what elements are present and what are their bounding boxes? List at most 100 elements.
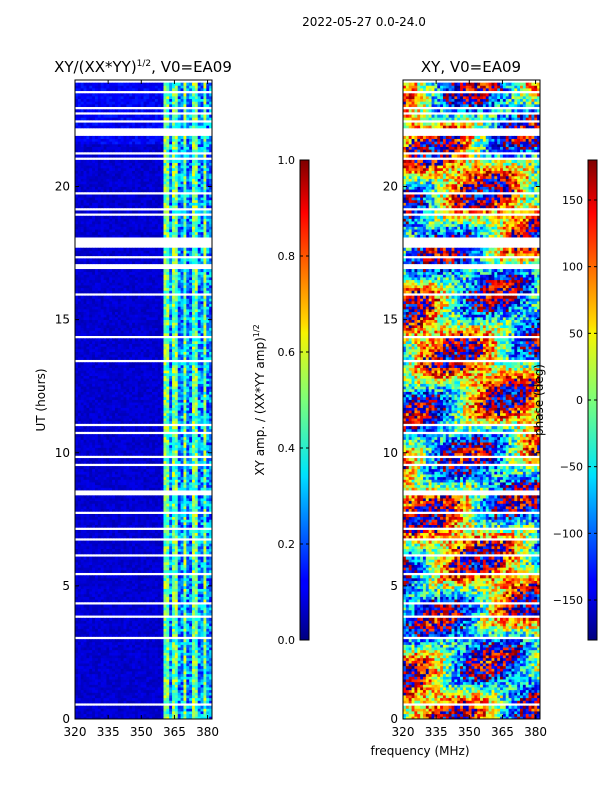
left-heatmap-cell <box>197 503 201 507</box>
left-heatmap-cell <box>160 631 164 635</box>
left-heatmap-cell <box>189 460 193 464</box>
left-heatmap-cell <box>123 660 127 664</box>
left-heatmap-cell <box>146 681 150 685</box>
left-heatmap-cell <box>137 519 142 523</box>
left-heatmap-cell <box>89 442 93 446</box>
left-heatmap-cell <box>75 460 79 464</box>
left-heatmap-cell <box>143 583 147 587</box>
left-heatmap-cell <box>183 684 187 688</box>
left-heatmap-cell <box>94 428 99 432</box>
left-heatmap-cell <box>180 668 184 672</box>
left-heatmap-cell <box>180 561 184 565</box>
left-heatmap-cell <box>97 655 102 659</box>
left-heatmap-cell <box>100 700 104 704</box>
left-heatmap-cell <box>89 410 93 414</box>
left-heatmap-cell <box>132 506 136 510</box>
left-heatmap-cell <box>143 569 147 573</box>
left-heatmap-cell <box>140 575 144 579</box>
left-heatmap-cell <box>157 426 162 430</box>
left-heatmap-cell <box>192 673 196 677</box>
left-heatmap-cell <box>149 673 153 677</box>
left-heatmap-cell <box>183 506 187 510</box>
left-heatmap-cell <box>146 647 150 651</box>
left-heatmap-cell <box>143 543 147 547</box>
left-heatmap-cell <box>80 540 84 544</box>
left-heatmap-cell <box>194 519 199 523</box>
left-heatmap-cell <box>94 585 99 589</box>
left-heatmap-cell <box>109 567 113 571</box>
left-heatmap-cell <box>152 593 156 597</box>
left-heatmap-cell <box>112 556 116 560</box>
left-heatmap-cell <box>106 652 110 656</box>
left-heatmap-cell <box>186 599 190 603</box>
left-heatmap-cell <box>80 663 84 667</box>
left-heatmap-cell <box>163 450 167 454</box>
left-heatmap-cell <box>180 521 184 526</box>
left-heatmap-cell <box>146 684 150 688</box>
left-heatmap-cell <box>126 407 130 411</box>
left-heatmap-cell <box>120 569 124 573</box>
left-heatmap-cell <box>140 479 144 483</box>
left-heatmap-cell <box>75 506 79 510</box>
left-heatmap-cell <box>77 559 82 563</box>
left-heatmap-cell <box>154 508 159 512</box>
left-heatmap-cell <box>166 620 170 624</box>
left-heatmap-cell <box>103 585 107 589</box>
left-heatmap-cell <box>189 500 193 504</box>
left-heatmap-cell <box>200 652 204 656</box>
left-heatmap-cell <box>194 588 199 592</box>
left-heatmap-cell <box>146 617 150 621</box>
left-heatmap-cell <box>117 623 122 627</box>
left-heatmap-cell <box>172 567 176 571</box>
left-heatmap-cell <box>103 679 107 683</box>
left-heatmap-cell <box>129 604 133 608</box>
left-heatmap-cell <box>169 700 173 704</box>
left-heatmap-cell <box>203 450 207 454</box>
left-heatmap-cell <box>143 700 147 704</box>
left-heatmap-cell <box>146 556 150 560</box>
left-heatmap-cell <box>172 404 176 408</box>
left-heatmap-cell <box>146 583 150 587</box>
left-heatmap-cell <box>194 498 199 502</box>
left-heatmap-cell <box>86 458 90 462</box>
left-heatmap-cell <box>174 474 179 478</box>
left-heatmap-cell <box>112 623 116 627</box>
left-heatmap-cell <box>200 620 204 624</box>
left-heatmap-cell <box>160 623 164 627</box>
left-heatmap-cell <box>154 468 159 472</box>
left-heatmap-cell <box>134 569 139 573</box>
left-heatmap-cell <box>172 633 176 637</box>
left-heatmap-cell <box>103 620 107 624</box>
left-heatmap-cell <box>177 543 181 547</box>
left-heatmap-cell <box>200 668 204 672</box>
left-heatmap-cell <box>163 689 167 693</box>
left-heatmap-cell <box>134 519 139 523</box>
left-heatmap-cell <box>174 543 179 547</box>
left-heatmap-cell <box>75 607 79 611</box>
left-heatmap-cell <box>123 569 127 573</box>
left-heatmap-cell <box>143 713 147 717</box>
left-heatmap-cell <box>154 655 159 659</box>
left-heatmap-cell <box>180 420 184 424</box>
left-heatmap-cell <box>206 426 210 430</box>
left-heatmap-cell <box>180 428 184 432</box>
left-heatmap-cell <box>146 444 150 448</box>
left-heatmap-cell <box>140 668 144 672</box>
left-heatmap-cell <box>157 657 162 661</box>
left-heatmap-cell <box>123 519 127 523</box>
left-heatmap-cell <box>177 415 181 419</box>
left-heatmap-cell <box>89 418 93 422</box>
left-heatmap-cell <box>97 623 102 627</box>
left-heatmap-cell <box>166 612 170 616</box>
left-heatmap-cell <box>209 671 212 675</box>
left-heatmap-cell <box>75 612 79 616</box>
left-heatmap-cell <box>189 588 193 592</box>
left-heatmap-cell <box>174 559 179 563</box>
left-heatmap-cell <box>206 474 210 478</box>
left-heatmap-cell <box>106 426 110 430</box>
left-heatmap-cell <box>154 607 159 611</box>
left-heatmap-cell <box>126 631 130 635</box>
left-heatmap-cell <box>120 671 124 675</box>
left-heatmap-cell <box>200 625 204 629</box>
left-heatmap-cell <box>146 657 150 661</box>
